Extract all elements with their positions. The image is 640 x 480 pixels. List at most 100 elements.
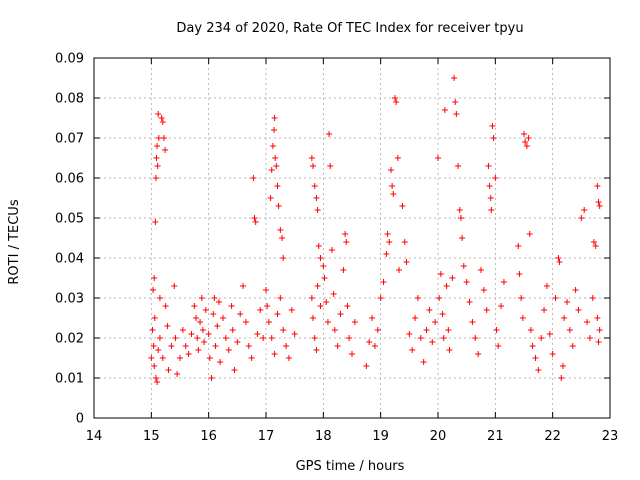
data-point (487, 195, 494, 201)
data-point (198, 295, 205, 301)
data-point (535, 367, 542, 373)
data-point (182, 343, 189, 349)
data-point (423, 327, 430, 333)
data-point (552, 295, 559, 301)
data-point (555, 255, 562, 261)
y-tick-label: 0.02 (55, 332, 84, 347)
data-point (153, 155, 160, 161)
data-point (152, 175, 159, 181)
x-tick-label: 17 (258, 429, 275, 444)
data-point (387, 167, 394, 173)
data-point (490, 135, 497, 141)
x-tick-label: 15 (143, 429, 160, 444)
x-tick-label: 18 (315, 429, 332, 444)
data-point (179, 327, 186, 333)
data-point (171, 283, 178, 289)
data-point (327, 163, 334, 169)
data-point (185, 351, 192, 357)
data-point (541, 307, 548, 313)
data-point (149, 327, 156, 333)
data-point (155, 135, 162, 141)
data-point (390, 191, 397, 197)
data-point (595, 339, 602, 345)
data-point (472, 335, 479, 341)
data-points (148, 75, 603, 385)
data-point (363, 363, 370, 369)
data-point (313, 347, 320, 353)
data-point (310, 163, 317, 169)
data-point (488, 207, 495, 213)
data-point (559, 363, 566, 369)
data-point (263, 287, 269, 293)
data-point (317, 303, 324, 309)
y-tick-label: 0.01 (55, 372, 84, 387)
data-point (315, 243, 322, 249)
data-point (349, 351, 355, 357)
data-point (526, 231, 533, 237)
data-point (154, 143, 161, 149)
data-point (435, 155, 441, 161)
data-point (156, 295, 163, 301)
data-point (280, 255, 287, 261)
data-point (288, 307, 295, 313)
data-point (174, 371, 181, 377)
data-point (280, 327, 287, 333)
x-axis-label: GPS time / hours (296, 459, 405, 474)
data-point (331, 327, 338, 333)
data-point (340, 267, 347, 273)
data-point (206, 355, 213, 361)
data-point (393, 99, 400, 105)
data-point (595, 199, 602, 205)
data-point (250, 175, 257, 181)
data-point (252, 219, 259, 225)
data-point (254, 331, 261, 337)
data-point (212, 343, 219, 349)
data-point (311, 335, 318, 341)
data-point (403, 259, 410, 265)
data-point (500, 279, 507, 285)
data-point (386, 239, 393, 245)
data-point (199, 327, 206, 333)
data-point (330, 291, 337, 297)
data-point (257, 307, 264, 313)
data-point (165, 367, 172, 373)
data-point (291, 331, 298, 337)
data-point (191, 303, 198, 309)
data-point (498, 303, 505, 309)
grid-lines (94, 58, 610, 418)
data-point (211, 295, 218, 301)
data-point (451, 75, 458, 81)
data-point (384, 231, 391, 237)
data-point (234, 339, 241, 345)
data-point (248, 355, 255, 361)
data-point (334, 343, 341, 349)
data-point (592, 243, 599, 249)
data-point (274, 311, 281, 317)
data-point (265, 319, 272, 325)
data-point (412, 315, 419, 321)
x-tick-label: 14 (86, 429, 103, 444)
data-point (194, 335, 201, 341)
data-point (215, 299, 222, 305)
plot-frame (93, 57, 611, 419)
data-point (154, 163, 161, 169)
data-point (406, 331, 413, 337)
data-point (260, 335, 267, 341)
data-point (459, 235, 466, 241)
data-point (269, 143, 276, 149)
data-point (159, 355, 166, 361)
data-point (317, 255, 324, 261)
data-point (409, 347, 416, 353)
data-point (197, 319, 204, 325)
data-point (445, 327, 452, 333)
data-point (193, 315, 200, 321)
data-point (337, 311, 344, 317)
data-point (162, 147, 169, 153)
data-point (392, 95, 398, 101)
data-point (575, 307, 582, 313)
data-point (529, 343, 536, 349)
data-point (217, 359, 224, 365)
data-point (264, 303, 271, 309)
data-point (188, 331, 195, 337)
data-point (271, 127, 278, 133)
